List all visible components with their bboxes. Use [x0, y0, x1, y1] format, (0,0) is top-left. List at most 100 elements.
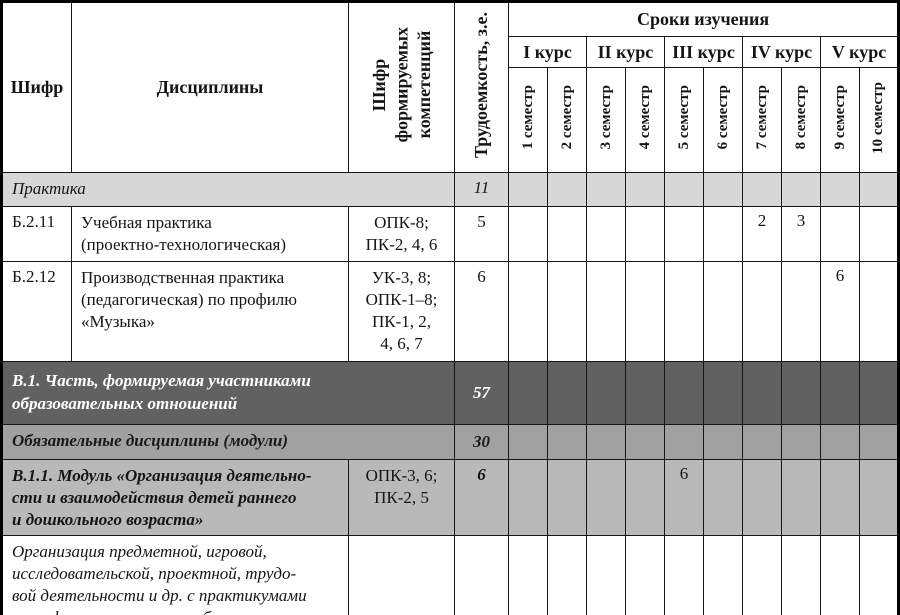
- workload-value: 5: [454, 205, 509, 263]
- semester-cell: [781, 360, 821, 425]
- semester-cell: [586, 205, 626, 263]
- semester-cell: [742, 172, 782, 207]
- discipline-name: Учебная практика (проектно-технологическ…: [71, 205, 349, 263]
- section-label: Обязательные дисциплины (модули): [1, 423, 455, 460]
- semester-cell: [508, 360, 548, 425]
- semester-cell: [625, 534, 665, 615]
- semester-6-label: 6 семестр: [714, 85, 731, 150]
- col-header-course-4: IV курс: [742, 36, 821, 68]
- semester-cell: 6: [664, 458, 704, 536]
- semester-cell: [858, 458, 900, 536]
- semester-cell: [664, 261, 704, 362]
- semester-cell: [508, 205, 548, 263]
- semester-cell: [508, 534, 548, 615]
- row-description: Организация предметной, игровой, исследо…: [1, 534, 900, 615]
- semester-cell: [508, 458, 548, 536]
- col-header-semester-1: 1 семестр: [508, 67, 548, 173]
- row-b211: Б.2.11 Учебная практика (проектно-технол…: [1, 205, 900, 263]
- description-text: Организация предметной, игровой, исследо…: [1, 534, 349, 615]
- col-header-semester-5: 5 семестр: [664, 67, 704, 173]
- semester-cell: [820, 423, 860, 460]
- section-label: Практика: [1, 172, 455, 207]
- semester-cell: [547, 458, 587, 536]
- semester-9-label: 9 семестр: [831, 85, 848, 150]
- col-header-workload: Трудоемкость, з.е.: [454, 1, 509, 173]
- row-b212: Б.2.12 Производственная практика (педаго…: [1, 261, 900, 362]
- semester-cell: [781, 458, 821, 536]
- header-row-courses: I курс II курс III курс IV курс V курс: [2, 36, 900, 68]
- semester-cell: 6: [820, 261, 860, 362]
- workload-value: 30: [454, 423, 509, 460]
- semester-cell: [586, 458, 626, 536]
- semester-10-label: 10 семестр: [870, 81, 887, 154]
- semester-8-label: 8 семестр: [792, 85, 809, 150]
- competencies-value: [348, 534, 455, 615]
- semester-cell: [858, 205, 900, 263]
- semester-cell: [820, 458, 860, 536]
- semester-cell: [508, 172, 548, 207]
- semester-cell: 2: [742, 205, 782, 263]
- semester-cell: [742, 261, 782, 362]
- row-module-v11: В.1.1. Модуль «Организация деятельно- ст…: [1, 458, 900, 536]
- semester-cell: [664, 423, 704, 460]
- semester-cell: [586, 360, 626, 425]
- semester-cell: [703, 261, 743, 362]
- discipline-name: Производственная практика (педагогическа…: [71, 261, 349, 362]
- row-section-practice: Практика 11: [1, 172, 900, 207]
- col-header-competencies-label: Шифр формируемых компетенций: [368, 27, 434, 143]
- semester-cell: [820, 534, 860, 615]
- semester-cell: [858, 172, 900, 207]
- col-header-semester-3: 3 семестр: [586, 67, 626, 173]
- row-section-v1: В.1. Часть, формируемая участниками обра…: [1, 360, 900, 425]
- semester-cell: [586, 423, 626, 460]
- semester-cell: [547, 534, 587, 615]
- col-header-semester-2: 2 семестр: [547, 67, 587, 173]
- semester-cell: [547, 205, 587, 263]
- table-body: Практика 11 Б.2.11 Учебная практика (про…: [1, 172, 900, 615]
- section-label: В.1. Часть, формируемая участниками обра…: [1, 360, 455, 425]
- semester-cell: [508, 423, 548, 460]
- semester-cell: [625, 172, 665, 207]
- semester-cell: [781, 172, 821, 207]
- semester-cell: [820, 172, 860, 207]
- col-header-semester-4: 4 семестр: [625, 67, 665, 173]
- semester-cell: [586, 172, 626, 207]
- table-header: Шифр Дисциплины Шифр формируемых компете…: [1, 1, 900, 173]
- col-header-study-period: Сроки изучения: [507, 1, 900, 37]
- semester-cell: [547, 261, 587, 362]
- workload-value: 6: [454, 458, 509, 536]
- workload-value: [454, 534, 509, 615]
- semester-cell: [742, 423, 782, 460]
- col-header-semester-7: 7 семестр: [742, 67, 782, 173]
- semester-1-label: 1 семестр: [519, 85, 536, 150]
- semester-cell: [703, 458, 743, 536]
- workload-value: 11: [454, 172, 509, 207]
- semester-cell: [703, 172, 743, 207]
- semester-cell: [703, 534, 743, 615]
- semester-cell: [858, 360, 900, 425]
- semester-cell: [820, 360, 860, 425]
- semester-cell: [820, 205, 860, 263]
- semester-cell: [858, 534, 900, 615]
- row-section-mandatory: Обязательные дисциплины (модули) 30: [1, 423, 900, 460]
- discipline-code: Б.2.11: [1, 205, 72, 263]
- semester-cell: [625, 458, 665, 536]
- semester-cell: [703, 360, 743, 425]
- semester-cell: [547, 360, 587, 425]
- semester-cell: [625, 423, 665, 460]
- col-header-semester-9: 9 семестр: [820, 67, 860, 173]
- col-header-semester-8: 8 семестр: [781, 67, 821, 173]
- semester-cell: [664, 172, 704, 207]
- semester-cell: [547, 423, 587, 460]
- col-header-code: Шифр: [1, 1, 72, 173]
- module-name: В.1.1. Модуль «Организация деятельно- ст…: [1, 458, 349, 536]
- col-header-semester-6: 6 семестр: [703, 67, 743, 173]
- col-header-competencies: Шифр формируемых компетенций: [348, 1, 455, 173]
- col-header-course-1: I курс: [508, 36, 587, 68]
- semester-cell: [781, 423, 821, 460]
- semester-cell: [742, 534, 782, 615]
- semester-cell: 3: [781, 205, 821, 263]
- semester-5-label: 5 семестр: [675, 85, 692, 150]
- col-header-course-2: II курс: [586, 36, 665, 68]
